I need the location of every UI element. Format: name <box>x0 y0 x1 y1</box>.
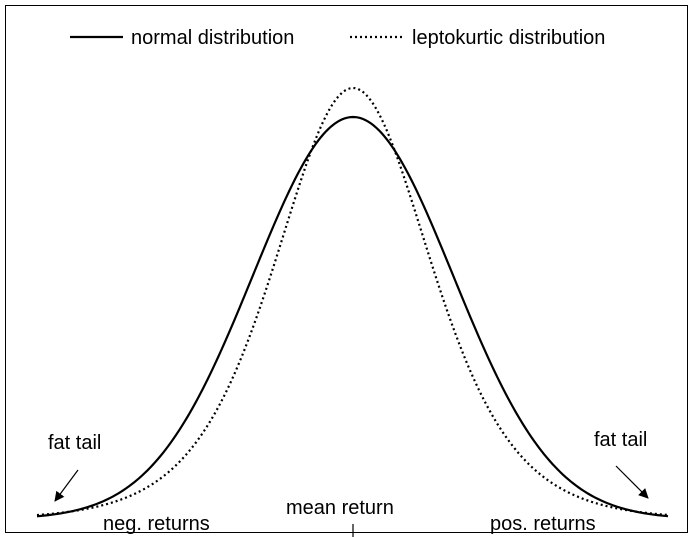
normal-distribution-curve <box>36 115 669 518</box>
legend-leptokurtic-label: leptokurtic distribution <box>412 27 605 49</box>
mean-return-label: mean return <box>286 497 394 519</box>
left-fat-tail-arrow <box>54 469 79 502</box>
leptokurtic-distribution-curve <box>36 86 669 517</box>
right-fat-tail-arrow <box>615 465 649 499</box>
left-fat-tail-label: fat tail <box>48 432 101 454</box>
neg-returns-label: neg. returns <box>103 513 210 535</box>
pos-returns-label: pos. returns <box>490 513 596 535</box>
legend-normal-label: normal distribution <box>131 27 294 49</box>
chart-border <box>5 5 688 533</box>
right-fat-tail-label: fat tail <box>594 429 647 451</box>
legend: normal distribution leptokurtic distribu… <box>70 27 605 49</box>
